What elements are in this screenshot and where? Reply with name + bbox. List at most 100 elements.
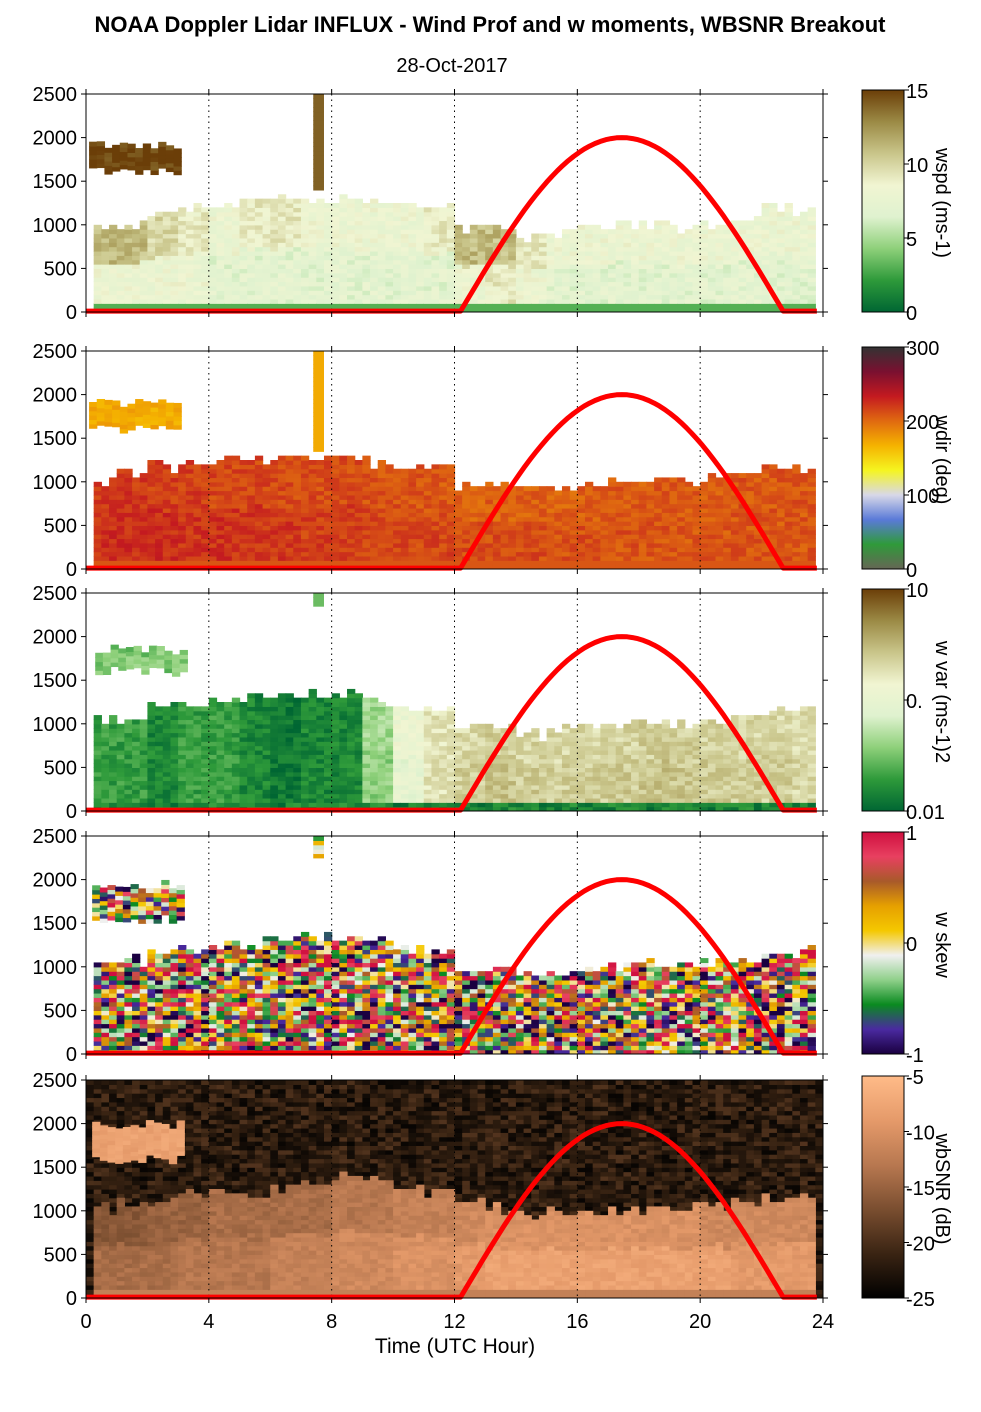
heatmap-cell [224,242,233,248]
heatmap-cell [308,529,317,535]
heatmap-cell [101,512,110,518]
heatmap-cell [293,233,302,239]
heatmap-cell [93,246,102,252]
heatmap-cell [707,555,717,561]
heatmap-cell [362,464,371,470]
heatmap-cell [669,264,678,269]
heatmap-cell [585,272,594,278]
heatmap-cell [277,255,287,261]
heatmap-cell [124,285,133,291]
heatmap-cell [508,307,517,312]
heatmap-cell [738,542,747,548]
heatmap-cell [285,233,294,239]
heatmap-cell [646,516,655,522]
heatmap-cell [231,529,241,535]
heatmap-cell [515,564,525,569]
heatmap-cell [569,551,578,557]
heatmap-cell [454,229,463,235]
heatmap-cell [109,802,118,808]
heatmap-cell [561,512,571,518]
heatmap-cell [231,723,241,729]
heatmap-cell [439,255,448,261]
heatmap-cell [170,250,179,256]
heatmap-cell [155,246,164,252]
heatmap-cell [308,486,317,492]
heatmap-cell [247,468,256,474]
heatmap-cell [423,298,433,304]
heatmap-cell [118,661,127,667]
heatmap-cell [347,494,356,500]
heatmap-cell [132,503,141,509]
heatmap-cell [155,264,164,269]
heatmap-cell [638,494,648,500]
heatmap-cell [730,516,740,522]
heatmap-cell [201,468,210,474]
heatmap-cell [262,512,271,518]
heatmap-cell [109,255,118,261]
heatmap-cell [377,277,387,283]
y-tick-label: 2000 [33,385,78,407]
heatmap-cell [300,486,310,492]
heatmap-cell [362,494,371,500]
heatmap-cell [331,529,340,535]
heatmap-cell [101,560,110,566]
heatmap-cell [554,516,563,522]
heatmap-cell [799,516,809,522]
heatmap-cell [592,503,601,509]
heatmap-cell [585,237,594,243]
heatmap-cell [300,529,310,535]
heatmap-cell [600,294,609,300]
heatmap-cell [323,285,333,291]
heatmap-cell [285,534,294,540]
heatmap-cell [277,521,287,526]
heatmap-cell [715,229,724,235]
heatmap-cell [116,499,125,505]
heatmap-cell [799,246,809,252]
heatmap-cell [577,281,586,287]
heatmap-cell [746,246,755,252]
heatmap-cell [700,224,709,230]
heatmap-cell [585,499,594,505]
heatmap-cell [523,542,532,548]
heatmap-cell [523,551,532,557]
heatmap-cell [201,233,210,239]
sun-elevation-curve [86,392,817,571]
heatmap-cell [646,281,655,287]
heatmap-cell [761,250,770,256]
heatmap-cell [446,246,456,252]
heatmap-cell [313,146,324,152]
heatmap-cell [262,277,271,283]
heatmap-cell [730,564,740,569]
heatmap-cell [201,525,210,531]
heatmap-cell [339,259,348,265]
heatmap-cell [185,460,195,465]
heatmap-cell [155,303,164,309]
heatmap-cell [631,521,640,526]
heatmap-cell [769,250,778,256]
heatmap-cell [608,298,617,304]
heatmap-cell [799,555,809,561]
heatmap-cell [615,560,624,566]
heatmap-cell [569,285,578,291]
heatmap-cell [339,481,348,487]
heatmap-cell [646,507,655,513]
heatmap-cell [623,542,632,548]
heatmap-cell [155,507,164,513]
heatmap-cell [454,281,463,287]
heatmap-cell [492,303,502,309]
heatmap-cell [715,246,724,252]
heatmap-cell [638,229,648,235]
heatmap-cell [370,290,379,296]
heatmap-cell [631,298,640,304]
heatmap-cell [93,776,102,782]
heatmap-cell [661,521,671,526]
heatmap-cell [508,555,517,561]
heatmap-cell [769,233,778,239]
heatmap-cell [132,303,141,309]
heatmap-cell [408,529,417,535]
heatmap-cell [615,224,624,230]
heatmap-cell [538,499,548,505]
heatmap-cell [508,529,517,535]
heatmap-cell [615,494,624,500]
heatmap-cell [730,542,740,548]
